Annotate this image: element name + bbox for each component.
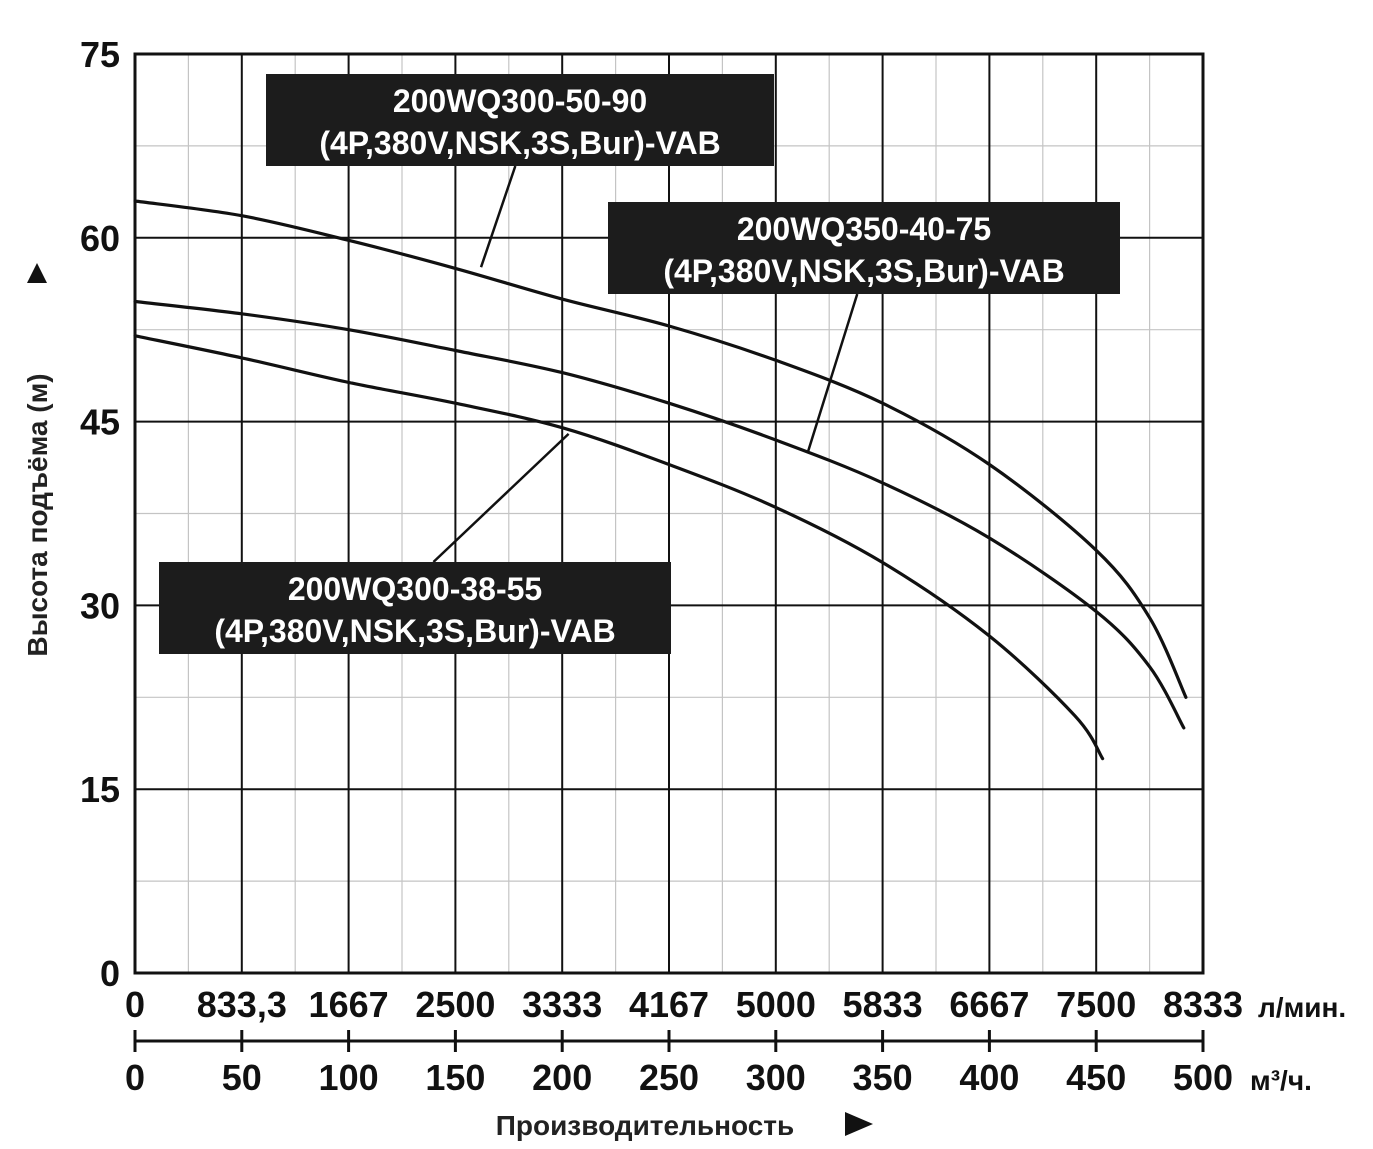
curve-series-2 [133,299,1186,730]
m3h-axis: 0 50 100 150 200 250 300 350 400 450 500 [125,1030,1233,1098]
y-tick-label: 15 [80,769,120,810]
curves [133,199,1188,761]
x-tick-label-m3h: 300 [746,1057,806,1098]
x-tick-label-lmin: 4167 [629,984,709,1025]
x-tick-label-lmin: 5000 [736,984,816,1025]
x-tick-label-m3h: 200 [532,1057,592,1098]
x-tick-label-lmin: 8333 [1163,984,1243,1025]
series-labels: 200WQ300-50-90(4P,380V,NSK,3S,Bur)-VAB20… [159,74,1120,654]
leader-line-1 [479,165,517,268]
x-tick-label-lmin: 6667 [949,984,1029,1025]
x-axis-arrow-icon [845,1112,873,1136]
series-label-3: 200WQ300-38-55 (4P,380V,NSK,3S,Bur)-VAB [159,562,671,654]
series-label-title: 200WQ300-50-90 [393,83,647,119]
x-tick-label-lmin: 833,3 [197,984,287,1025]
series-label-box [608,202,1120,294]
y-axis-title-group: Высота подъёма (м) [22,263,53,657]
x-tick-label-m3h: 450 [1066,1057,1126,1098]
y-axis-arrow-icon [27,263,47,283]
x-axis-title: Производительность [496,1110,794,1141]
y-tick-labels: 0 15 30 45 60 75 [80,34,120,994]
y-tick-label: 75 [80,34,120,75]
series-label-box [266,74,774,166]
x-tick-label-m3h: 400 [959,1057,1019,1098]
x-tick-label-m3h: 250 [639,1057,699,1098]
x-unit-m3h: м³/ч. [1250,1065,1312,1096]
y-tick-label: 30 [80,585,120,626]
leader-line-3 [432,432,570,563]
y-tick-label: 45 [80,402,120,443]
x-tick-label-lmin: 7500 [1056,984,1136,1025]
x-tick-label-lmin: 5833 [843,984,923,1025]
x-tick-label-m3h: 0 [125,1057,145,1098]
y-axis-title: Высота подъёма (м) [22,373,53,656]
x-tick-label-m3h: 50 [222,1057,262,1098]
series-label-spec: (4P,380V,NSK,3S,Bur)-VAB [214,613,615,649]
leader-line-2 [806,293,859,453]
x-tick-label-lmin: 0 [125,984,145,1025]
x-tick-label-lmin: 3333 [522,984,602,1025]
series-label-box [159,562,671,654]
plot-frame [133,52,1205,975]
x-tick-label-lmin: 1667 [309,984,389,1025]
series-label-spec: (4P,380V,NSK,3S,Bur)-VAB [663,253,1064,289]
x-tick-label-m3h: 150 [425,1057,485,1098]
label-leaders [432,165,859,563]
x-tick-label-lmin: 2500 [415,984,495,1025]
series-label-2: 200WQ350-40-75 (4P,380V,NSK,3S,Bur)-VAB [608,202,1120,294]
x-tick-label-m3h: 500 [1173,1057,1233,1098]
series-label-1: 200WQ300-50-90 (4P,380V,NSK,3S,Bur)-VAB [266,74,774,166]
curve-series-1 [133,199,1188,699]
series-label-spec: (4P,380V,NSK,3S,Bur)-VAB [319,125,720,161]
series-label-title: 200WQ350-40-75 [737,211,991,247]
series-label-title: 200WQ300-38-55 [288,571,542,607]
y-tick-label: 60 [80,218,120,259]
lmin-axis: 0 833,3 1667 2500 3333 4167 5000 5833 6667 7500 83… [125,984,1243,1025]
x-unit-lmin: л/мин. [1258,992,1346,1023]
x-tick-label-m3h: 350 [853,1057,913,1098]
y-tick-label: 0 [100,953,120,994]
curve-series-3 [133,334,1105,761]
x-tick-label-m3h: 100 [319,1057,379,1098]
